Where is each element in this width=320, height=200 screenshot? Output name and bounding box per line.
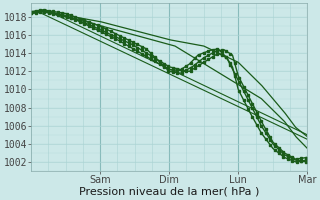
X-axis label: Pression niveau de la mer( hPa ): Pression niveau de la mer( hPa ) [79,187,260,197]
